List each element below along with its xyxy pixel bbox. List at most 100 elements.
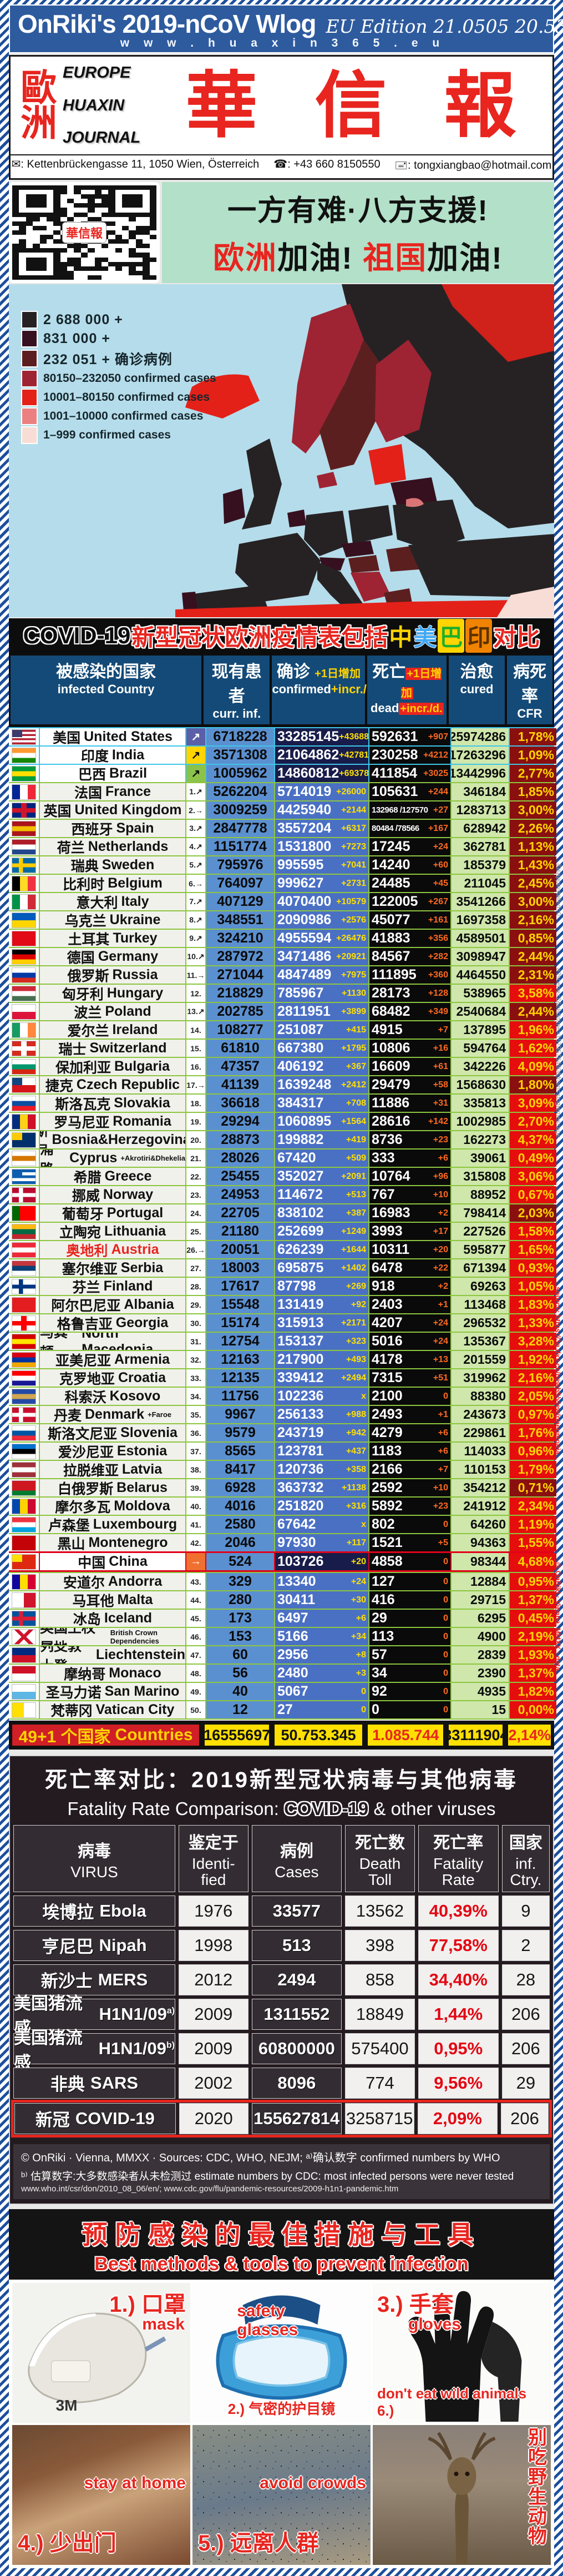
table-row[interactable]: 马耳他 Malta 44. 280 30411 +30 416 0 29715 1,3… (9, 1590, 556, 1609)
table-row[interactable]: 格鲁吉亚 Georgia 30. 15174 315913 +2171 4207 +2… (9, 1313, 556, 1332)
table-row[interactable]: 斯洛文尼亚 Slovenia 36. 9579 243719 +942 4279 +6… (9, 1423, 556, 1441)
rank-cell: 39. (186, 1479, 205, 1496)
table-row[interactable]: 爱沙尼亚 Estonia 37. 8565 123781 +437 1183 +6 1… (9, 1441, 556, 1460)
table-row[interactable]: 立陶宛 Lithuania 25. 21180 252699 +1249 3993 +… (9, 1222, 556, 1240)
site-url[interactable]: w w w . h u a x i n 3 6 5 . e u (120, 37, 445, 49)
table-row[interactable]: 马其顿North Macedonia 31. 12754 153137+323 … (9, 1332, 556, 1350)
confirmed-cell: 131419 +92 (275, 1296, 368, 1313)
table-row[interactable]: 土耳其 Turkey 9.↗ 324210 4955594 +26476 41883… (9, 929, 556, 947)
table-row[interactable]: 摩尔多瓦 Moldova 40. 4016 251820 +316 5892 +23 … (9, 1496, 556, 1515)
table-row[interactable]: 阿尔巴尼亚 Albania 29. 15548 131419 +92 2403 +1 … (9, 1295, 556, 1313)
table-row[interactable]: 荷兰 Netherlands 4.↗ 1151774 1531800 +7273 1… (9, 837, 556, 855)
table-row[interactable]: 冰岛 Iceland 45. 173 6497 +6 29 0 6295 0,45% (9, 1609, 556, 1627)
table-row[interactable]: 奥地利 Austria 26.→ 20051 626239 +1644 10311 +… (9, 1240, 556, 1258)
current-infected: 218829 (206, 985, 274, 1002)
table-row[interactable]: 巴西 Brazil ↗ 1005962 14860812 +69378 411854… (9, 764, 556, 782)
note-estimate: ᵇ⁾ 估算数字:大多数感染者从未检测过 estimate numbers by … (21, 2170, 514, 2182)
table-row[interactable]: 波兰 Poland 13.↗ 202785 2811951 +3899 68482 +… (9, 1002, 556, 1020)
country-name: 法国 France (40, 783, 185, 800)
table-row[interactable]: 科索沃 Kosovo 34. 11756 102236 x 2100 0 88380 … (9, 1387, 556, 1405)
logo-cn-vertical: 歐洲 (21, 67, 57, 143)
country-flag-icon (12, 1407, 36, 1423)
table-row[interactable]: 挪威 Norway 23. 24953 114672 +513 767 +10 889… (9, 1185, 556, 1203)
current-infected: 153 (206, 1628, 274, 1645)
table-row[interactable]: 保加利亚 Bulgaria 16. 47357 406192 +367 16609 +… (9, 1057, 556, 1075)
fatality-row[interactable]: 美国猪流感 H1N1/09b) 2009 60800000 575400 0,95… (13, 2028, 550, 2073)
qr-code[interactable]: 華信報 (9, 182, 160, 283)
cfr-cell: 4,09% (510, 1058, 556, 1075)
table-row[interactable]: 意大利 Italy 7.↗ 407129 4070400 +10579 122005… (9, 892, 556, 910)
current-infected: 1005962 (206, 765, 274, 782)
phone-icon: ☎ (273, 158, 288, 170)
table-row[interactable]: 英国 United Kingdom 2.→ 3009259 4425940 +214… (9, 800, 556, 819)
table-row[interactable]: 瑞典 Sweden 5.↗ 795976 995595 +7041 14240 +60… (9, 855, 556, 874)
table-row[interactable]: 亚美尼亚 Armenia 32. 12163 217900 +493 4178 +13… (9, 1350, 556, 1368)
legend-swatch (21, 350, 38, 367)
cfr-cell: 1,78% (510, 728, 556, 745)
table-row[interactable]: 德国 Germany 10.↗ 287972 3471486 +20921 8456… (9, 947, 556, 965)
fatality-row[interactable]: 非典 SARS 2002 8096 774 9,56% 29 (13, 2067, 550, 2099)
table-row[interactable]: 白俄罗斯 Belarus 39. 6928 363732 +1138 2592 +10… (9, 1478, 556, 1496)
fatality-row[interactable]: 新冠 COVID-19 2020 155627814 3258715 2,09% … (11, 2099, 552, 2138)
table-row[interactable]: 黑山 Montenegro 42. 2046 97930 +117 1521 +5 9… (9, 1533, 556, 1551)
table-row[interactable]: 斯洛瓦克 Slovakia 18. 36618 384317 +708 11886 +… (9, 1093, 556, 1112)
fatality-row[interactable]: 新沙士 MERS 2012 2494 858 34,40% 28 (13, 1964, 550, 1995)
flag-cell (9, 1534, 39, 1551)
table-row[interactable]: 美国 United States ↗ 6718228 33285145 +43688… (9, 727, 556, 745)
table-row[interactable]: 乌克兰 Ukraine 8.↗ 348551 2090986 +2576 45077… (9, 910, 556, 929)
table-row[interactable]: 卢森堡 Luxembourg 41. 2580 67642 x 802 0 64260… (9, 1515, 556, 1533)
table-row[interactable]: 摩纳哥 Monaco 48. 56 2480 +3 34 0 2390 1,37% (9, 1663, 556, 1682)
table-row[interactable]: 比利时 Belgium 6.→ 764097 999627 +2731 24485 +… (9, 874, 556, 892)
current-infected: 2847778 (206, 820, 274, 837)
rank-cell: 7.↗ (186, 893, 205, 910)
email-address[interactable]: : tongxiangbao@hotmail.com (408, 159, 552, 172)
dead-cell: 767 +10 (369, 1186, 450, 1203)
country-flag-icon (12, 1187, 36, 1203)
fatality-row[interactable]: 埃博拉 Ebola 1976 33577 13562 40,39% 9 (13, 1895, 550, 1927)
rank-cell: 2.→ (186, 801, 205, 819)
phone-number[interactable]: : +43 660 8150550 (287, 158, 381, 170)
table-row[interactable]: 希腊 Greece 22. 25455 352027 +2091 10764 +96 … (9, 1167, 556, 1185)
table-row[interactable]: 克罗地亚 Croatia 33. 12135 339412 +2494 7315 +5… (9, 1368, 556, 1387)
table-row[interactable]: 葡萄牙 Portugal 24. 22705 838102 +387 16983 +2… (9, 1203, 556, 1222)
table-row[interactable]: 西班牙 Spain 3.↗ 2847778 3557204 +6317 80484 … (9, 819, 556, 837)
table-row[interactable]: 安道尔 Andorra 43. 329 13340 +24 127 0 12884 0… (9, 1572, 556, 1590)
table-row[interactable]: 罗马尼亚 Romania 19. 29294 1060895 +1564 28616… (9, 1112, 556, 1130)
table-row[interactable]: 波斯尼亚Bosnia&Herzegovina 20. 28873 199882+… (9, 1130, 556, 1148)
table-row[interactable]: 芬兰 Finland 28. 17617 87798 +269 918 +2 6926… (9, 1277, 556, 1295)
flag-cell (9, 1443, 39, 1460)
table-row[interactable]: 塞尔维亚 Serbia 27. 18003 695875 +1402 6478 +22… (9, 1258, 556, 1277)
table-row[interactable]: 中国 China → 524 103726 +20 4858 0 98344 4,68… (9, 1551, 556, 1572)
fatality-row[interactable]: 美国猪流感 H1N1/09a) 2009 1311552 18849 1,44% … (13, 1994, 550, 2038)
table-row[interactable]: 英国王权属地British Crown Dependencies 46. 153… (9, 1627, 556, 1645)
country-flag-icon (12, 1388, 36, 1404)
wild-animal-photo (373, 2424, 551, 2565)
table-row[interactable]: 列支敦士登Liechtenstein 47. 60 2956+8 570 283… (9, 1645, 556, 1663)
svg-text:3M: 3M (56, 2397, 78, 2414)
table-row[interactable]: 拉脱维亚 Latvia 38. 8417 120736 +358 2166 +7 11… (9, 1460, 556, 1478)
confirmed-cell: 251087 +415 (275, 1021, 368, 1039)
table-row[interactable]: 圣马力诺 San Marino 49. 40 5067 0 92 0 4935 1,8… (9, 1682, 556, 1700)
cfr-cell: 1,82% (510, 1683, 556, 1700)
label-goggles-cn: 2.) 气密的护目镜 (227, 2400, 336, 2417)
table-row[interactable]: 丹麦 Denmark +Faroe 35. 9967 256133 +988 2493… (9, 1405, 556, 1423)
table-row[interactable]: 捷克 Czech Republic 17.→ 41139 1639248 +2412… (9, 1075, 556, 1093)
country-name: 西班牙 Spain (40, 820, 185, 837)
table-row[interactable]: 俄罗斯 Russia 11.→ 271044 4847489 +7975 11189… (9, 965, 556, 984)
table-row[interactable]: 瑞士 Switzerland 15. 61810 667380 +1795 1080… (9, 1039, 556, 1057)
country-name: 格鲁吉亚 Georgia (40, 1314, 185, 1332)
cfr-cell: 4,37% (510, 1131, 556, 1148)
table-row[interactable]: 法国 France 1.↗ 5262204 5714019 +26000 10563… (9, 782, 556, 800)
note-links[interactable]: www.who.int/csr/don/2010_08_06/en/; www.… (21, 2184, 399, 2194)
confirmed-cell: 30411 +30 (275, 1591, 368, 1609)
table-row[interactable]: 塞浦路斯Cyprus+Akrotiri&Dhekelia 21. 28026 6… (9, 1148, 556, 1167)
dead-cell: 3993 +17 (369, 1223, 450, 1240)
cfr-cell: 1,13% (510, 838, 556, 855)
table-row[interactable]: 匈牙利 Hungary 12. 218829 785967 +1130 28173 +… (9, 984, 556, 1002)
virus-fatality-rate: 2,09% (417, 2103, 498, 2134)
table-row[interactable]: 爱尔兰 Ireland 14. 108277 251087 +415 4915 +7 … (9, 1020, 556, 1039)
label-wild-animals: don't eat wild animals 6.) (377, 2385, 527, 2419)
fatality-row[interactable]: 亨尼巴 Nipah 1998 513 398 77,58% 2 (13, 1929, 550, 1961)
